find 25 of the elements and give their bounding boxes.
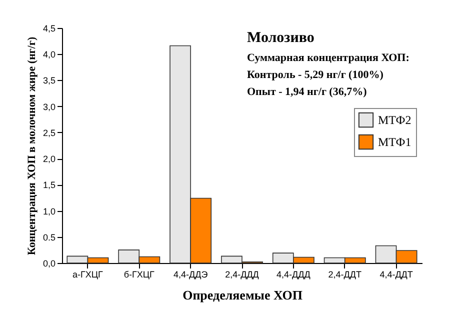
y-tick-label: 0,0 — [42, 258, 56, 268]
y-axis-title: Концентрация ХОП в молочном жире (нг/г) — [26, 36, 38, 256]
x-tick-label: a-ГХЦГ — [72, 270, 104, 280]
y-tick-label: 4,0 — [42, 50, 56, 60]
y-tick-label: 2,5 — [42, 128, 56, 138]
y-tick-label: 1,5 — [42, 180, 56, 190]
x-tick-label: 4,4-ДДТ — [380, 270, 414, 280]
annotation: Суммарная концентрация ХОП: — [247, 52, 410, 64]
annotation: Опыт - 1,94 нг/г (36,7%) — [247, 86, 368, 98]
x-tick-label: 4,4-ДДЭ — [173, 270, 208, 280]
y-tick-label: 3,0 — [42, 102, 56, 112]
y-tick-label: 0.5 — [42, 232, 56, 242]
y-tick-label: 1,0 — [42, 206, 56, 216]
x-tick-label: 2,4-ДДД — [225, 270, 259, 280]
chart-title: Молозиво — [247, 30, 314, 46]
x-axis-title: Определяемые ХОП — [182, 288, 302, 302]
y-tick-label: 4,5 — [42, 24, 56, 34]
legend-label: МТФ1 — [378, 135, 412, 149]
x-tick-label: б-ГХЦГ — [124, 270, 155, 280]
annotation: Контроль - 5,29 нг/г (100%) — [247, 69, 384, 81]
x-tick-label: 4,4-ДДД — [276, 270, 310, 280]
y-tick-label: 2,0 — [42, 154, 56, 164]
x-tick-label: 2,4-ДДТ — [328, 270, 362, 280]
legend-label: МТФ2 — [378, 113, 412, 127]
y-tick-label: 3,5 — [42, 76, 56, 86]
